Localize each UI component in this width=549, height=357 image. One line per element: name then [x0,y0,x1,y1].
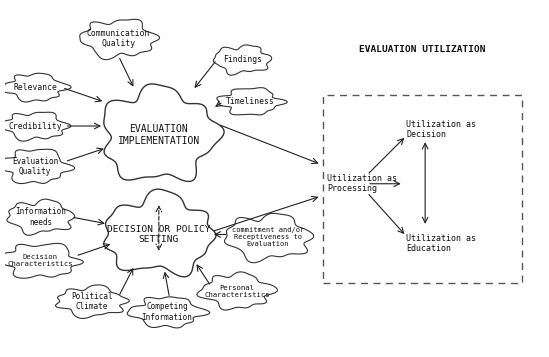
Text: Relevance: Relevance [13,83,57,92]
Text: Timeliness: Timeliness [226,97,274,106]
Polygon shape [225,213,313,263]
Text: Utilization as
Education: Utilization as Education [406,233,477,253]
Text: Communication
Quality: Communication Quality [87,29,150,48]
Text: Findings: Findings [223,55,262,64]
Polygon shape [127,297,210,328]
Text: Decision
Characteristics: Decision Characteristics [8,254,73,267]
Polygon shape [213,45,272,75]
Polygon shape [1,73,71,102]
Text: Competing
Information: Competing Information [142,302,192,322]
Polygon shape [2,243,83,278]
Polygon shape [104,189,216,277]
Text: Information
needs: Information needs [15,207,66,227]
Text: Personal
Characteristics: Personal Characteristics [204,285,270,298]
Text: Evaluation
Quality: Evaluation Quality [12,157,58,176]
Text: Political
Climate: Political Climate [71,292,113,311]
Text: commitment and/or
Receptiveness to
Evaluation: commitment and/or Receptiveness to Evalu… [232,227,304,247]
Text: Utilization as
Decision: Utilization as Decision [406,120,477,139]
Polygon shape [197,272,277,310]
Polygon shape [104,84,224,181]
Text: Utilization as
Processing: Utilization as Processing [327,174,397,193]
Text: EVALUATION
IMPLEMENTATION: EVALUATION IMPLEMENTATION [117,124,200,146]
Polygon shape [0,149,75,183]
Polygon shape [2,112,71,141]
Polygon shape [80,19,160,60]
Text: Credibility: Credibility [8,121,62,131]
Text: DECISION OR POLICY
SETTING: DECISION OR POLICY SETTING [107,225,211,244]
Polygon shape [55,285,130,318]
FancyBboxPatch shape [323,95,522,283]
Polygon shape [7,199,75,235]
Text: EVALUATION UTILIZATION: EVALUATION UTILIZATION [359,45,486,54]
Polygon shape [217,88,287,115]
